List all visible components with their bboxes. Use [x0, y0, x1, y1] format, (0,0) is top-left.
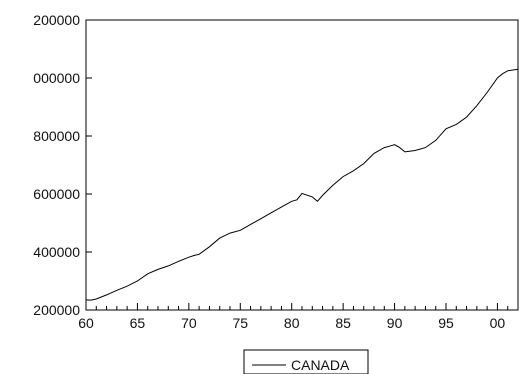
- x-tick-label: 75: [232, 315, 248, 331]
- x-tick-label: 70: [181, 315, 197, 331]
- x-tick-label: 65: [130, 315, 146, 331]
- x-tick-label: 85: [335, 315, 351, 331]
- x-tick-label: 60: [78, 315, 94, 331]
- x-axis: 60 65 70 75 80 85 90 95 00: [78, 303, 519, 331]
- y-tick-label: 200000: [33, 12, 80, 28]
- y-tick-label: 600000: [33, 186, 80, 202]
- y-tick-label: 800000: [33, 128, 80, 144]
- legend-box: [243, 349, 369, 374]
- y-tick-label: 000000: [33, 70, 80, 86]
- plot-frame: [85, 19, 519, 311]
- x-tick-label: 95: [438, 315, 454, 331]
- y-tick-label: 400000: [33, 244, 80, 260]
- legend-label: CANADA: [291, 357, 350, 373]
- x-tick-label: 00: [490, 315, 506, 331]
- y-axis: 200000 400000 600000 800000 000000 200000: [33, 12, 92, 318]
- y-tick-label: 200000: [33, 302, 80, 318]
- series-line-canada: [85, 68, 519, 301]
- x-tick-label: 90: [387, 315, 403, 331]
- x-tick-label: 80: [284, 315, 300, 331]
- legend: CANADA: [243, 349, 369, 374]
